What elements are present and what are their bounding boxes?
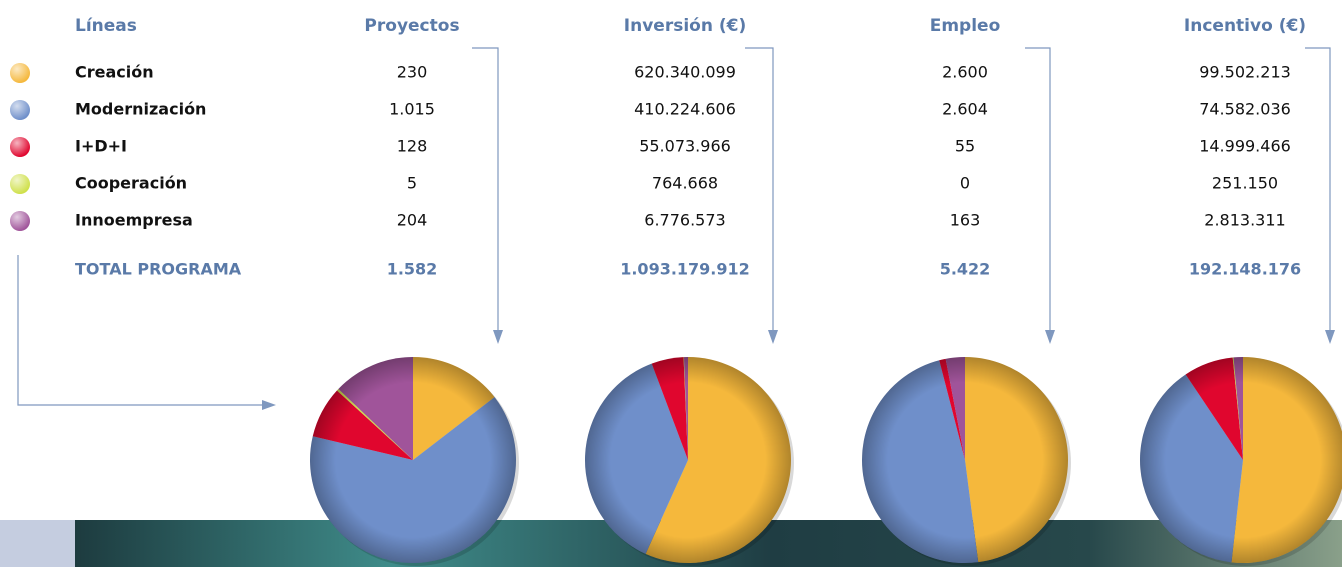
page: Líneas Proyectos Inversión (€) Empleo Incent… [0,0,1342,567]
cell: 55.073.966 [639,137,731,156]
column-header: Líneas [75,16,137,36]
total-cell: 5.422 [940,260,991,279]
total-cell: 192.148.176 [1189,260,1301,279]
pie-shade [585,357,791,563]
arrowhead [493,330,503,344]
arrowhead [262,400,276,410]
cell: 410.224.606 [634,100,736,119]
cell: 128 [397,137,428,156]
connector [1305,48,1330,330]
total-cell: 1.093.179.912 [620,260,750,279]
column-header: Proyectos [364,16,459,36]
cell: 1.015 [389,100,435,119]
cell: 2.604 [942,100,988,119]
cell: 5 [407,174,417,193]
cell: 74.582.036 [1199,100,1291,119]
cell: 14.999.466 [1199,137,1291,156]
arrowhead [768,330,778,344]
column-header: Incentivo (€) [1184,16,1306,36]
legend-dot-gloss [10,174,30,194]
cell: 230 [397,63,428,82]
legend-dot-gloss [10,137,30,157]
legend-dot-gloss [10,63,30,83]
arrowhead [1045,330,1055,344]
cell: 251.150 [1212,174,1278,193]
row-label: I+D+I [75,137,127,156]
cell: 2.600 [942,63,988,82]
row-label: Creación [75,63,154,82]
row-label: Cooperación [75,174,187,193]
table: Líneas Proyectos Inversión (€) Empleo Incent… [10,16,1306,279]
cell: 2.813.311 [1204,211,1285,230]
total-label: TOTAL PROGRAMA [75,260,242,279]
row-label: Innoempresa [75,211,193,230]
pie-shade [1140,357,1342,563]
cell: 0 [960,174,970,193]
column-header: Empleo [930,16,1001,36]
cell: 163 [950,211,981,230]
pie-shade [862,357,1068,563]
arrowhead [1325,330,1335,344]
total-cell: 1.582 [387,260,438,279]
cell: 764.668 [652,174,718,193]
cell: 204 [397,211,428,230]
cell: 55 [955,137,975,156]
cell: 99.502.213 [1199,63,1291,82]
connector [745,48,773,330]
legend-dot-gloss [10,100,30,120]
pie-shade [310,357,516,563]
cell: 6.776.573 [644,211,725,230]
connector [1025,48,1050,330]
legend-dot-gloss [10,211,30,231]
bg-block [0,520,75,567]
cell: 620.340.099 [634,63,736,82]
connector [472,48,498,330]
column-header: Inversión (€) [624,16,746,36]
row-label: Modernización [75,100,206,119]
